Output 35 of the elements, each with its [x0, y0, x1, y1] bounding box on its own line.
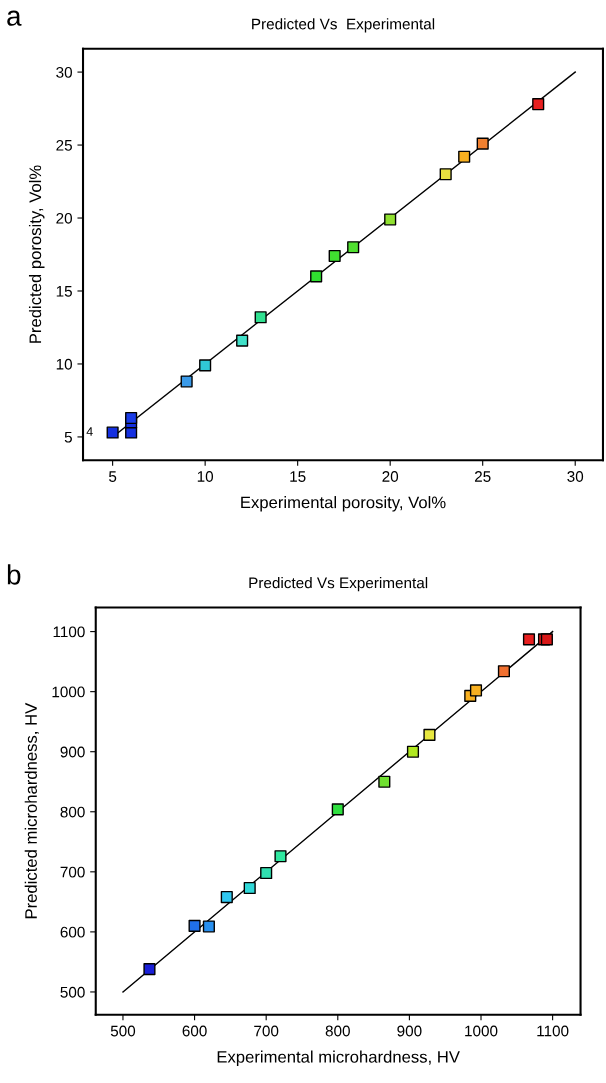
x-axis-title: Experimental microhardness, HV — [217, 1050, 460, 1067]
y-tick-label: 10 — [56, 358, 73, 370]
x-axis-title: Experimental porosity, Vol% — [241, 496, 446, 512]
x-tick-label: 600 — [182, 1025, 207, 1037]
chart-title: Predicted Vs Experimental — [249, 577, 428, 592]
text: a — [7, 10, 22, 26]
x-tick-label: 1100 — [537, 1025, 569, 1037]
y-tick-label: 800 — [60, 806, 85, 818]
x-tick-label: 15 — [290, 471, 306, 482]
x-tick-label: 500 — [110, 1025, 136, 1037]
x-tick-label: 10 — [197, 471, 214, 482]
y-tick-label: 600 — [60, 926, 85, 938]
y-tick-label: 25 — [56, 139, 72, 151]
y-tick-label: 20 — [56, 212, 73, 224]
y-tick-label: 30 — [56, 66, 73, 78]
x-tick-label: 900 — [397, 1025, 422, 1037]
x-tick-label: 5 — [108, 471, 117, 482]
y-tick-label: 1100 — [53, 626, 85, 638]
y-tick-label: 900 — [60, 746, 85, 758]
chart-title: Predicted Vs Experimental — [252, 18, 435, 33]
y-tick-label: 1000 — [52, 686, 85, 698]
x-tick-label: 1000 — [465, 1025, 498, 1037]
y-tick-label: 700 — [60, 866, 85, 878]
y-axis-title: Predicted porosity, Vol% — [28, 165, 45, 343]
x-tick-label: 20 — [382, 471, 399, 482]
x-tick-label: 30 — [567, 471, 584, 482]
x-tick-label: 800 — [325, 1025, 350, 1037]
x-tick-label: 700 — [254, 1025, 279, 1037]
annotation: 4 — [86, 427, 93, 436]
x-tick-label: 25 — [474, 471, 491, 482]
text: b — [7, 564, 21, 585]
y-tick-label: 500 — [60, 986, 85, 998]
y-axis-title: Predicted microhardness, HV — [24, 702, 39, 919]
y-tick-label: 5 — [64, 431, 72, 443]
y-tick-label: 15 — [56, 286, 72, 297]
